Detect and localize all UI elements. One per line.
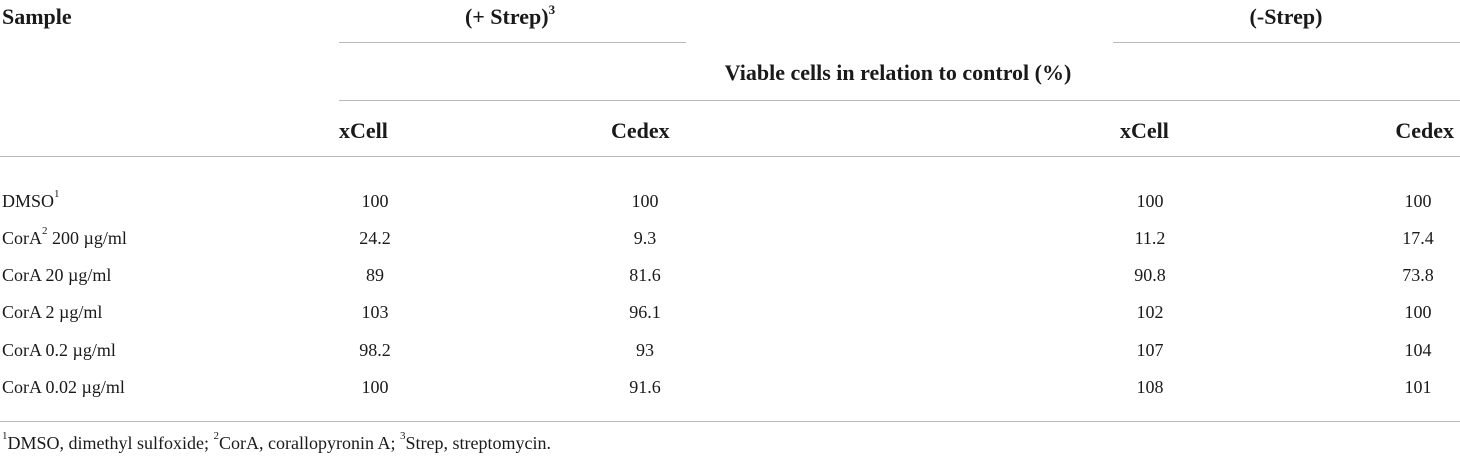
row-sample: DMSO1 xyxy=(2,188,60,212)
cell-minus-xcell: 11.2 xyxy=(1134,228,1166,248)
cell-minus-cedex: 17.4 xyxy=(1402,228,1434,248)
plus-strep-rule xyxy=(339,42,686,43)
cell-plus-cedex: 91.6 xyxy=(629,377,661,397)
minus-strep-rule xyxy=(1113,42,1460,43)
header-plus-cedex: Cedex xyxy=(611,118,670,143)
measure-rule xyxy=(339,100,1460,101)
header-sample: Sample xyxy=(2,4,72,29)
header-plus-strep-footnote-mark: 3 xyxy=(548,2,556,17)
cell-minus-xcell: 102 xyxy=(1136,302,1164,322)
row-sample: CorA 0.02 µg/ml xyxy=(2,377,125,397)
cell-plus-xcell: 98.2 xyxy=(359,340,391,360)
cell-plus-cedex: 96.1 xyxy=(629,302,661,322)
header-bottom-rule xyxy=(0,156,1460,157)
row-sample: CorA2 200 µg/ml xyxy=(2,225,127,249)
row-sample: CorA 2 µg/ml xyxy=(2,302,103,322)
cell-minus-cedex: 101 xyxy=(1404,377,1432,397)
cell-plus-xcell: 24.2 xyxy=(359,228,391,248)
row-sample: CorA 0.2 µg/ml xyxy=(2,340,116,360)
cell-plus-xcell: 89 xyxy=(366,265,384,285)
header-plus-xcell: xCell xyxy=(339,118,388,143)
cell-minus-xcell: 108 xyxy=(1136,377,1164,397)
header-measure: Viable cells in relation to control (%) xyxy=(724,60,1072,85)
footnote-mark: 1 xyxy=(54,188,60,200)
row-sample: CorA 20 µg/ml xyxy=(2,265,112,285)
cell-plus-xcell: 100 xyxy=(361,191,389,211)
cell-plus-cedex: 9.3 xyxy=(633,228,657,248)
cell-minus-xcell: 100 xyxy=(1136,191,1164,211)
table-bottom-rule xyxy=(0,421,1460,422)
header-plus-strep-label: (+ Strep) xyxy=(464,4,549,29)
header-minus-strep: (-Strep) xyxy=(1249,4,1323,29)
table-footnote: 1DMSO, dimethyl sulfoxide; 2CorA, corall… xyxy=(2,430,551,454)
cell-minus-cedex: 73.8 xyxy=(1402,265,1434,285)
cell-minus-xcell: 90.8 xyxy=(1134,265,1166,285)
cell-minus-cedex: 104 xyxy=(1404,340,1432,360)
cell-minus-xcell: 107 xyxy=(1136,340,1164,360)
cell-plus-cedex: 93 xyxy=(636,340,654,360)
cell-minus-cedex: 100 xyxy=(1404,302,1432,322)
cell-plus-xcell: 103 xyxy=(361,302,389,322)
cell-plus-xcell: 100 xyxy=(361,377,389,397)
header-plus-strep: (+ Strep)3 xyxy=(464,2,556,30)
cell-plus-cedex: 81.6 xyxy=(629,265,661,285)
header-minus-cedex: Cedex xyxy=(1395,118,1454,143)
header-minus-xcell: xCell xyxy=(1120,118,1169,143)
cell-minus-cedex: 100 xyxy=(1404,191,1432,211)
footnote-mark: 2 xyxy=(42,225,48,237)
cell-plus-cedex: 100 xyxy=(631,191,659,211)
